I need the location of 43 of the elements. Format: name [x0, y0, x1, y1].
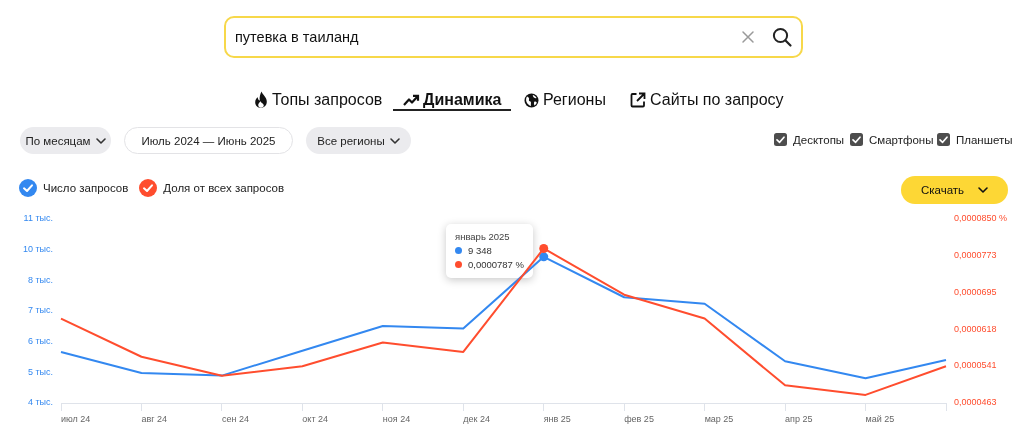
x-tick-label: авг 24 [141, 413, 168, 424]
y-tick-label: 8 тыс. [27, 274, 53, 285]
y-tick-label: 10 тыс. [22, 243, 53, 254]
download-button: Скачать [901, 176, 1008, 204]
x-tick-label: фев 25 [624, 413, 654, 424]
y-tick-label: 6 тыс. [27, 335, 53, 346]
y-tick-label: 7 тыс. [27, 305, 53, 316]
y2-tick-label: 0,0000695 [954, 286, 997, 297]
text: Смартфоны [869, 133, 934, 147]
x-tick-label: окт 24 [302, 413, 329, 424]
date-range-field: Июль 2024 — Июнь 2025 [124, 127, 293, 154]
tooltip: январь 2025 9 348 0,0000787 % [446, 224, 533, 278]
y2-tick-label: 0,0000541 [954, 360, 997, 371]
y2-tick-label: 0,0000850 % [954, 212, 1008, 223]
text: Регионы [543, 90, 606, 110]
chart-title: путевка в таиланд [235, 28, 359, 47]
y2-tick-label: 0,0000773 [954, 249, 997, 260]
x-tick-label: сен 24 [221, 413, 249, 424]
x-tick-label: апр 25 [785, 413, 813, 424]
dropdown: По месяцам [20, 127, 111, 154]
text: Планшеты [956, 133, 1013, 147]
y-tick-label: 11 тыс. [23, 212, 53, 223]
text: Десктопы [793, 133, 845, 147]
annotation: январь 2025 [455, 230, 511, 243]
annotation: 9 348 [468, 244, 492, 256]
y-tick-label: 4 тыс. [27, 397, 53, 408]
x-tick-label: дек 24 [463, 413, 490, 424]
y2-tick-label: 0,0000463 [954, 397, 997, 408]
y-tick-label: 5 тыс. [27, 366, 53, 377]
text: Сайты по запросу [650, 90, 784, 110]
legend-label: Число запросов [43, 182, 129, 194]
text: Динамика [423, 90, 502, 110]
search-field: путевка в таиланд [224, 16, 803, 58]
annotation: 0,0000787 % [468, 258, 524, 270]
x-tick-label: май 25 [865, 413, 895, 424]
x-tick-label: янв 25 [543, 413, 571, 424]
x-tick-label: мар 25 [704, 413, 734, 424]
legend-label: Доля от всех запросов [163, 182, 285, 194]
x-tick-label: ноя 24 [382, 413, 411, 424]
text: Топы запросов [272, 90, 383, 110]
dropdown: Все регионы [306, 127, 411, 154]
x-tick-label: июл 24 [61, 413, 91, 424]
y2-tick-label: 0,0000618 [954, 323, 997, 334]
